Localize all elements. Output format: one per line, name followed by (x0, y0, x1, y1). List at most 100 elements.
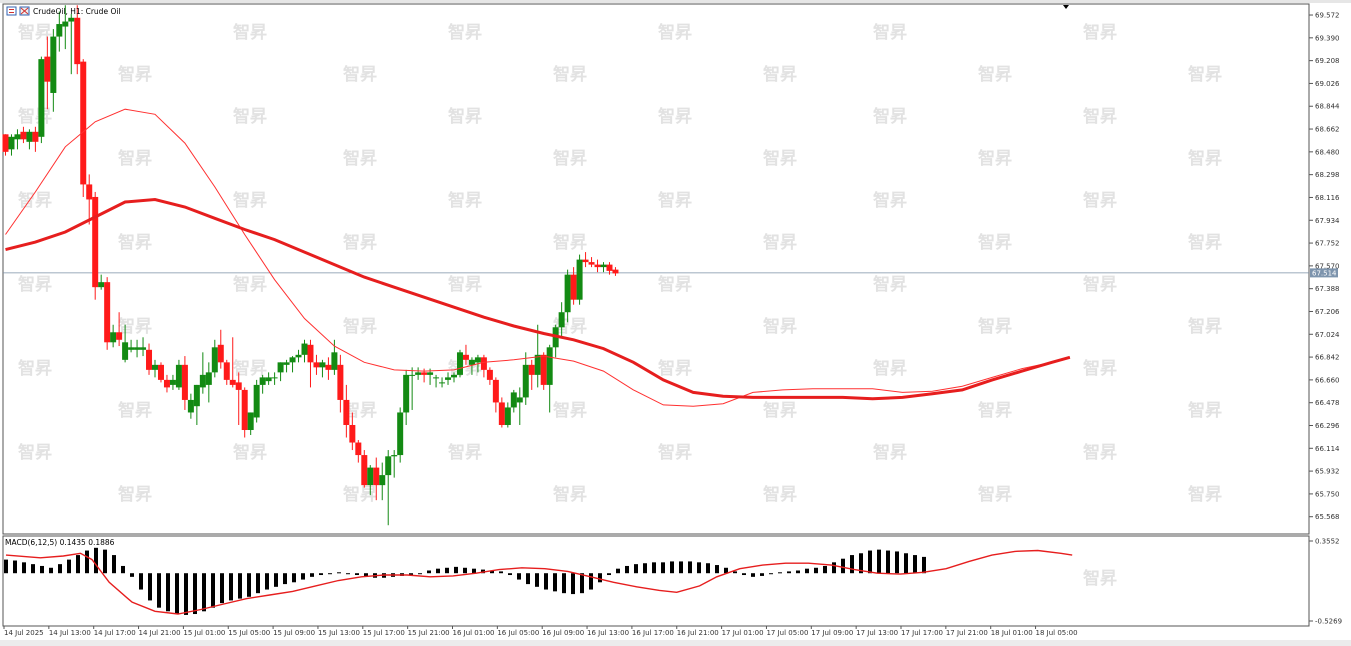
candle-body-47 (283, 362, 290, 365)
price-tick-label-15: 66.842 (1315, 354, 1340, 362)
macd-bar-54 (490, 570, 494, 574)
candle-body-96 (576, 259, 583, 300)
watermark-58: 智昇 (978, 400, 1012, 421)
macd-bar-16 (148, 573, 152, 601)
time-tick-label-14: 16 Jul 17:00 (632, 629, 674, 637)
watermark-6: 智昇 (118, 64, 152, 85)
macd-bar-33 (301, 573, 305, 580)
watermark-34: 智昇 (978, 232, 1012, 253)
watermark-21: 智昇 (763, 148, 797, 169)
watermark-65: 智昇 (1083, 442, 1117, 463)
candle-84 (504, 402, 511, 428)
macd-bar-97 (877, 549, 881, 574)
time-tick-label-23: 18 Jul 05:00 (1036, 629, 1078, 637)
candle-body-87 (522, 364, 529, 398)
candle-61 (367, 465, 374, 496)
macd-bar-28 (256, 573, 260, 594)
macd-bar-40 (364, 573, 368, 577)
macd-bar-102 (922, 556, 926, 574)
macd-bar-8 (76, 555, 80, 574)
time-tick-label-4: 15 Jul 01:00 (183, 629, 225, 637)
candle-62 (373, 457, 380, 501)
macd-bar-75 (679, 561, 683, 574)
price-tick-label-18: 66.296 (1315, 422, 1340, 430)
watermark-60: 智昇 (18, 442, 52, 463)
time-tick-label-3: 14 Jul 21:00 (139, 629, 181, 637)
candle-body-59 (355, 442, 362, 456)
watermark-2: 智昇 (448, 22, 482, 43)
price-tick-label-17: 66.478 (1315, 399, 1340, 407)
candle-32 (193, 384, 200, 425)
watermark-5: 智昇 (1083, 22, 1117, 43)
candle-46 (277, 362, 284, 382)
candle-36 (217, 329, 224, 369)
watermark-57: 智昇 (763, 400, 797, 421)
macd-bar-12 (112, 555, 116, 574)
macd-bar-53 (481, 569, 485, 574)
macd-bar-18 (166, 573, 170, 612)
macd-bar-81 (733, 571, 737, 574)
horizontal-scrollbar[interactable] (0, 640, 1351, 646)
price-tick-label-14: 67.024 (1315, 331, 1340, 339)
chart-shift-marker-icon[interactable] (1063, 5, 1069, 9)
watermark-68: 智昇 (553, 484, 587, 505)
macd-bar-46 (418, 573, 422, 575)
candle-72 (433, 374, 440, 388)
candle-body-39 (235, 382, 242, 390)
watermark-35: 智昇 (1188, 232, 1222, 253)
candle-body-23 (140, 347, 147, 350)
time-tick-label-10: 16 Jul 01:00 (453, 629, 495, 637)
macd-bar-69 (625, 565, 629, 574)
time-axis: 14 Jul 2025 14 Jul 13:00 14 Jul 17:00 14 Ju… (3, 626, 1078, 637)
macd-bar-63 (571, 573, 575, 595)
candle-body-86 (516, 397, 523, 403)
candle-body-15 (92, 196, 99, 288)
macd-bar-78 (706, 563, 710, 574)
candle-body-54 (325, 364, 332, 370)
candle-87 (522, 352, 529, 405)
price-tick-label-22: 65.568 (1315, 513, 1340, 521)
candle-3 (20, 126, 27, 144)
candle-22 (134, 339, 141, 358)
watermark-13: 智昇 (233, 106, 267, 127)
macd-bar-14 (130, 573, 134, 577)
chart-list-icon[interactable] (6, 6, 17, 16)
macd-bar-64 (580, 573, 584, 594)
candle-body-61 (367, 467, 374, 486)
macd-bar-73 (661, 562, 665, 574)
candle-body-48 (289, 357, 296, 363)
macd-bar-83 (751, 573, 755, 577)
candle-102 (612, 267, 619, 276)
candle-body-94 (564, 274, 571, 313)
candle-85 (510, 389, 517, 413)
price-tick-label-16: 66.660 (1315, 376, 1340, 384)
candle-78 (468, 357, 475, 375)
macd-bar-24 (220, 573, 224, 604)
macd-bar-94 (850, 555, 854, 574)
time-tick-label-13: 16 Jul 13:00 (587, 629, 629, 637)
candle-59 (355, 440, 362, 463)
macd-bar-58 (526, 573, 530, 585)
price-tick-label-5: 68.662 (1315, 126, 1340, 134)
watermark-28: 智昇 (873, 190, 907, 211)
candle-49 (295, 349, 302, 363)
macd-bar-51 (463, 567, 467, 574)
candle-body-30 (181, 364, 188, 400)
macd-bar-101 (913, 555, 917, 574)
candle-8 (50, 29, 57, 112)
watermark-54: 智昇 (118, 400, 152, 421)
watermark-61: 智昇 (233, 442, 267, 463)
candle-26 (157, 362, 164, 383)
macd-bar-35 (319, 573, 323, 576)
candle-body-27 (163, 379, 170, 388)
candle-48 (289, 356, 296, 373)
candle-97 (582, 252, 589, 268)
price-tick-label-8: 68.116 (1315, 194, 1340, 202)
ma-slow-line (5, 197, 1071, 401)
candle-body-77 (462, 354, 469, 360)
candle-33 (199, 352, 206, 394)
watermark-37: 智昇 (233, 274, 267, 295)
watermark-48: 智昇 (18, 358, 52, 379)
symbol-title: CrudeOil, H1: Crude Oil (33, 7, 121, 16)
candle-13 (80, 59, 87, 197)
